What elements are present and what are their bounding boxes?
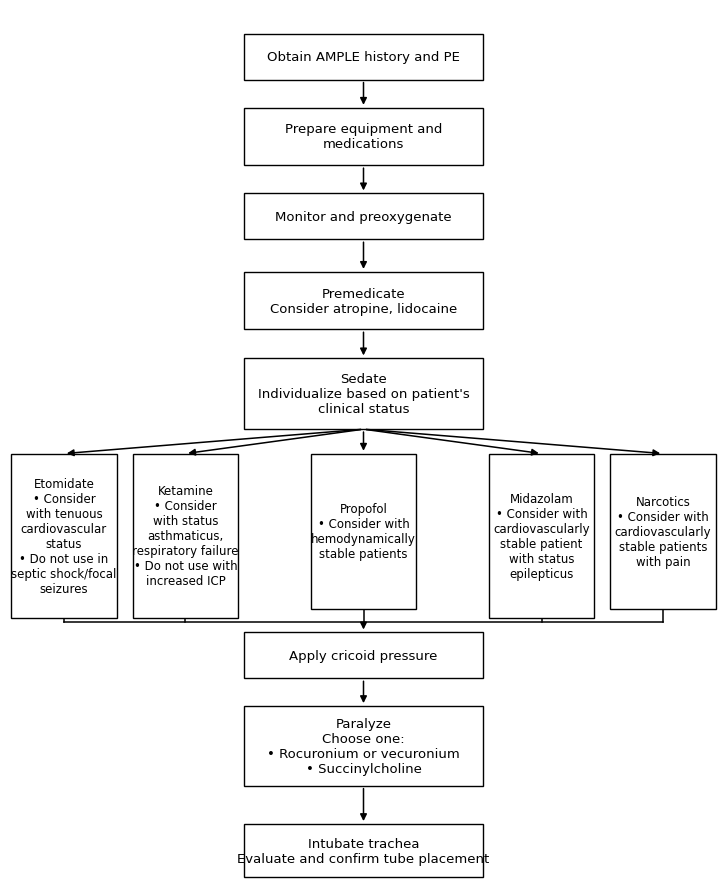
Text: Monitor and preoxygenate: Monitor and preoxygenate [276, 211, 451, 223]
Text: Sedate
Individualize based on patient's
clinical status: Sedate Individualize based on patient's … [257, 373, 470, 416]
Text: Narcotics
• Consider with
cardiovascularly
stable patients
with pain: Narcotics • Consider with cardiovascular… [615, 495, 711, 568]
Text: Apply cricoid pressure: Apply cricoid pressure [289, 649, 438, 662]
Text: Paralyze
Choose one:
• Rocuronium or vecuronium
• Succinylcholine: Paralyze Choose one: • Rocuronium or vec… [267, 717, 460, 775]
FancyBboxPatch shape [244, 824, 483, 877]
Text: Ketamine
• Consider
with status
asthmaticus,
respiratory failure
• Do not use wi: Ketamine • Consider with status asthmati… [132, 485, 238, 587]
FancyBboxPatch shape [489, 454, 595, 618]
FancyBboxPatch shape [611, 454, 715, 610]
FancyBboxPatch shape [244, 35, 483, 81]
Text: Prepare equipment and
medications: Prepare equipment and medications [285, 123, 442, 152]
FancyBboxPatch shape [244, 272, 483, 330]
FancyBboxPatch shape [244, 633, 483, 679]
Text: Etomidate
• Consider
with tenuous
cardiovascular
status
• Do not use in
septic s: Etomidate • Consider with tenuous cardio… [12, 477, 116, 595]
FancyBboxPatch shape [244, 706, 483, 786]
Text: Intubate trachea
Evaluate and confirm tube placement: Intubate trachea Evaluate and confirm tu… [238, 836, 489, 865]
Text: Premedicate
Consider atropine, lidocaine: Premedicate Consider atropine, lidocaine [270, 287, 457, 315]
FancyBboxPatch shape [244, 109, 483, 167]
FancyBboxPatch shape [12, 454, 116, 618]
Text: Obtain AMPLE history and PE: Obtain AMPLE history and PE [267, 51, 460, 64]
FancyBboxPatch shape [244, 359, 483, 430]
FancyBboxPatch shape [311, 454, 416, 610]
Text: Propofol
• Consider with
hemodynamically
stable patients: Propofol • Consider with hemodynamically… [311, 502, 416, 561]
FancyBboxPatch shape [244, 194, 483, 240]
FancyBboxPatch shape [133, 454, 238, 618]
Text: Midazolam
• Consider with
cardiovascularly
stable patient
with status
epilepticu: Midazolam • Consider with cardiovascular… [494, 492, 590, 580]
